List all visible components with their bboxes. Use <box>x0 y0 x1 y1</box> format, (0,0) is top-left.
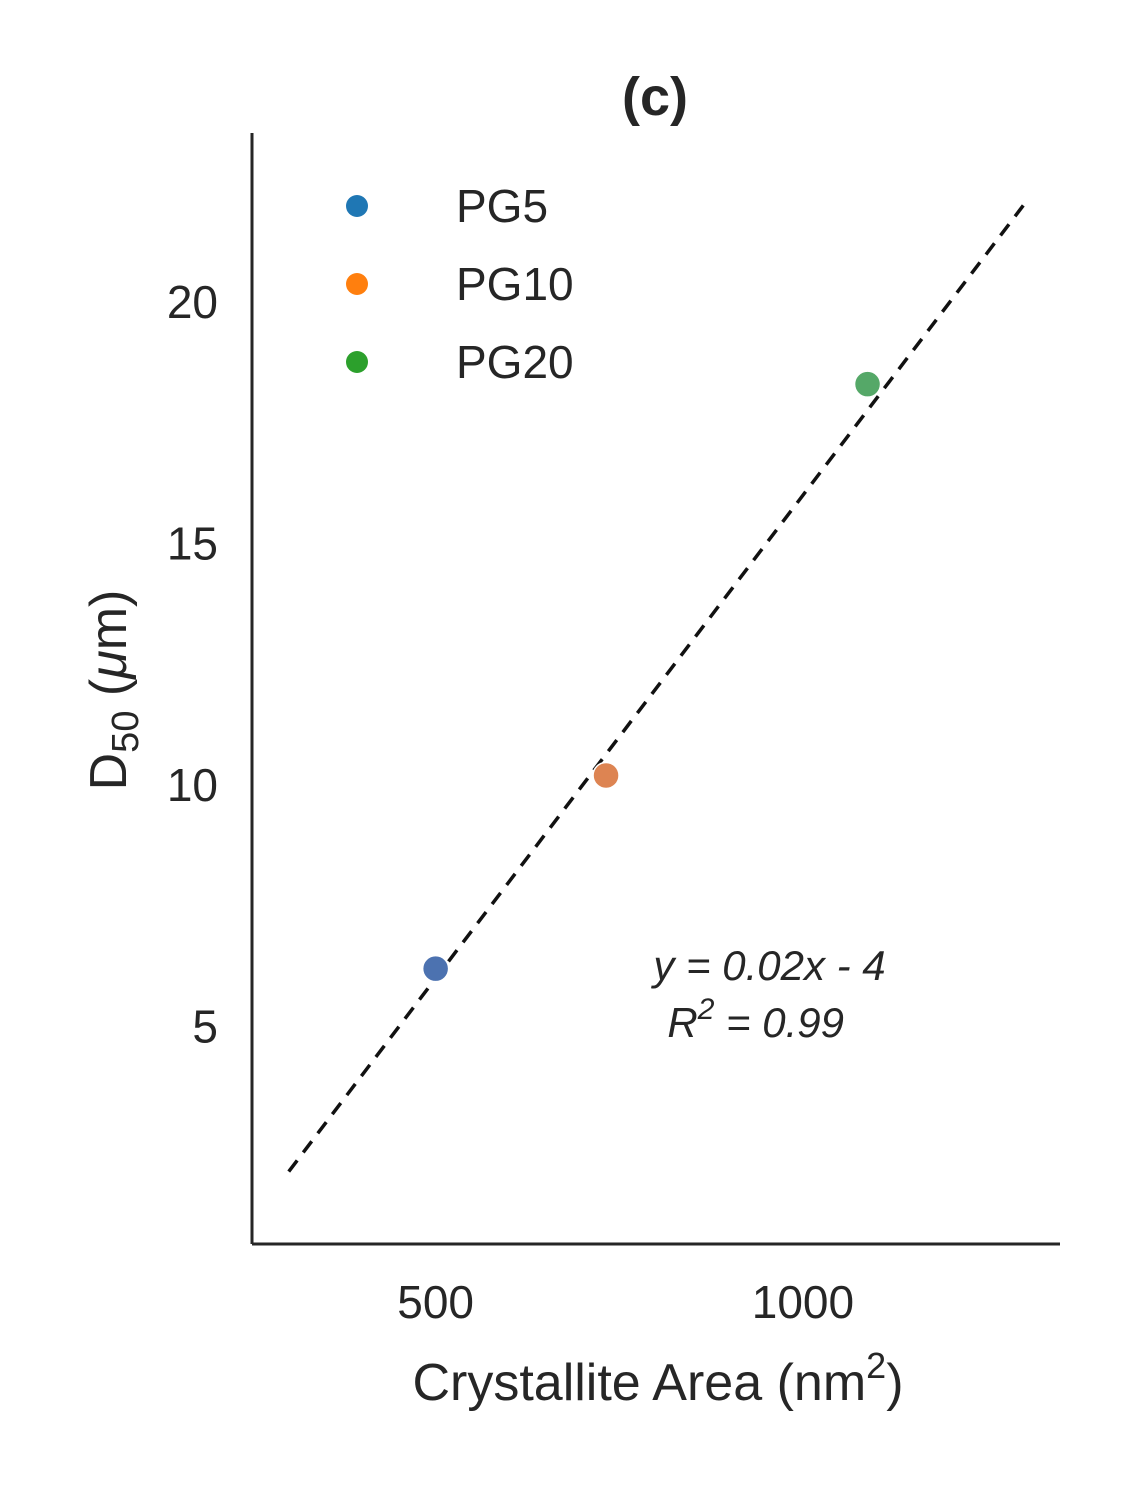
legend: PG5 PG10 PG20 <box>346 180 574 388</box>
x-axis-label: Crystallite Area (nm2) <box>412 1345 903 1412</box>
chart-title: (c) <box>622 67 688 127</box>
x-tick-label-1000: 1000 <box>752 1276 854 1328</box>
fit-annotation: y = 0.02x - 4 R2 = 0.99 <box>650 942 885 1046</box>
fit-line <box>287 204 1025 1173</box>
y-tick-label-10: 10 <box>167 759 218 811</box>
x-tick-label-500: 500 <box>397 1276 474 1328</box>
point-pg5 <box>421 954 450 983</box>
y-axis-label-sub: 50 <box>105 711 147 753</box>
y-tick-label-20: 20 <box>167 276 218 328</box>
point-pg20 <box>853 370 882 398</box>
y-axis-label-rest: m) <box>80 590 138 651</box>
x-axis-label-close: ) <box>886 1354 903 1412</box>
legend-label-pg10: PG10 <box>456 258 574 310</box>
y-axis-label-main: D <box>80 753 138 791</box>
y-axis-label-mu: μ <box>80 650 138 681</box>
plot-area <box>287 204 1025 1173</box>
y-axis-label: D50 (μm) <box>80 590 147 791</box>
y-tick-label-5: 5 <box>192 1001 218 1053</box>
r2-value: = 0.99 <box>714 999 844 1046</box>
legend-label-pg20: PG20 <box>456 336 574 388</box>
y-tick-label-15: 15 <box>167 518 218 570</box>
legend-marker-pg20 <box>346 351 368 373</box>
legend-label-pg5: PG5 <box>456 180 548 232</box>
fit-equation: y = 0.02x - 4 <box>650 942 885 989</box>
x-axis-label-text: Crystallite Area (nm <box>412 1354 866 1412</box>
legend-marker-pg10 <box>346 273 368 295</box>
r2-sup: 2 <box>697 993 715 1026</box>
data-points <box>421 370 882 983</box>
point-pg10 <box>592 761 620 790</box>
x-tick-labels: 500 1000 <box>397 1276 854 1328</box>
y-axis-label-open: ( <box>80 678 138 710</box>
x-axis-label-sup: 2 <box>866 1345 886 1386</box>
fit-r-squared: R2 = 0.99 <box>667 993 844 1046</box>
legend-marker-pg5 <box>346 195 368 217</box>
y-tick-labels: 5 10 15 20 <box>167 276 218 1053</box>
r2-label: R <box>667 999 697 1046</box>
